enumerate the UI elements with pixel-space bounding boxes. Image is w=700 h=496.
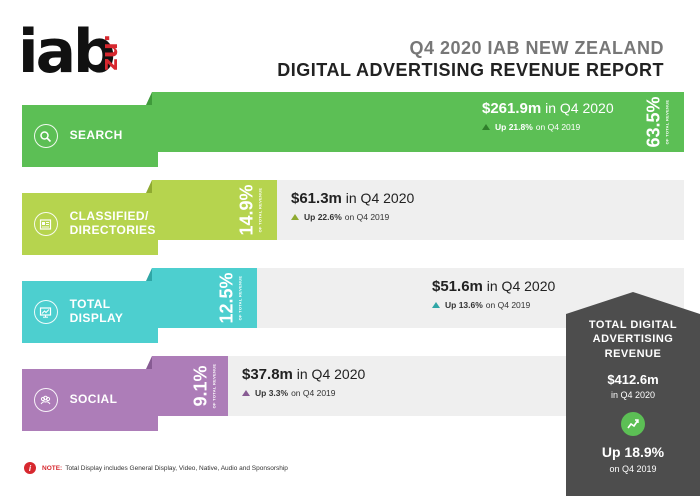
revenue-label: $61.3m in Q4 2020	[291, 190, 415, 207]
growth-label: Up 13.6% on Q4 2019	[432, 300, 530, 310]
info-icon: i	[24, 462, 36, 474]
up-arrow-icon	[482, 124, 490, 130]
tab-fold	[146, 356, 152, 369]
tab-fold	[146, 180, 152, 193]
category-label-tab: SEARCH	[22, 105, 158, 167]
tab-fold	[146, 268, 152, 281]
iab-nz-logo: iab .nz	[18, 22, 148, 88]
revenue-label: $37.8m in Q4 2020	[242, 366, 366, 383]
trend-up-icon	[621, 412, 645, 436]
category-label-tab: TOTAL DISPLAY	[22, 281, 158, 343]
up-arrow-icon	[291, 214, 299, 220]
share-label: 14.9% OF TOTAL REVENUE	[236, 184, 263, 236]
total-value: $412.6m	[607, 372, 659, 387]
category-label: SEARCH	[69, 128, 123, 143]
share-label: 63.5% OF TOTAL REVENUE	[643, 96, 670, 148]
footnote-text: Total Display includes General Display, …	[65, 464, 288, 472]
total-growth-sub: on Q4 2019	[609, 464, 657, 474]
logo-suffix: .nz	[99, 34, 124, 71]
search-icon	[34, 124, 58, 148]
directory-icon	[34, 212, 58, 236]
report-title-line2: DIGITAL ADVERTISING REVENUE REPORT	[277, 60, 664, 80]
share-label: 12.5% OF TOTAL REVENUE	[216, 272, 243, 324]
up-arrow-icon	[242, 390, 250, 396]
tab-fold	[146, 92, 152, 105]
total-revenue-panel: TOTAL DIGITAL ADVERTISING REVENUE $412.6…	[566, 292, 700, 496]
total-heading: TOTAL DIGITAL ADVERTISING REVENUE	[566, 318, 700, 361]
category-label-tab: CLASSIFIED/ DIRECTORIES	[22, 193, 158, 255]
bar-1: 14.9% OF TOTAL REVENUE	[152, 180, 277, 240]
total-heading-line1: TOTAL DIGITAL	[588, 319, 678, 331]
revenue-label: $51.6m in Q4 2020	[432, 278, 556, 295]
logo-main: iab	[18, 17, 116, 87]
total-growth: Up 18.9%	[601, 444, 665, 460]
category-label: TOTAL DISPLAY	[69, 297, 124, 325]
footnote: i NOTE: Total Display includes General D…	[24, 462, 288, 474]
people-icon	[34, 388, 58, 412]
revenue-label: $261.9m in Q4 2020	[482, 100, 614, 117]
total-value-sub: in Q4 2020	[610, 390, 656, 400]
bar-3: 9.1% OF TOTAL REVENUE	[152, 356, 228, 416]
share-label: 9.1% OF TOTAL REVENUE	[190, 363, 217, 409]
up-arrow-icon	[432, 302, 440, 308]
growth-label: Up 3.3% on Q4 2019	[242, 388, 336, 398]
total-heading-line2: ADVERTISING	[592, 333, 674, 346]
report-title-line1: Q4 2020 IAB NEW ZEALAND	[409, 38, 664, 58]
category-label: CLASSIFIED/ DIRECTORIES	[69, 209, 156, 237]
category-label: SOCIAL	[69, 392, 118, 407]
growth-label: Up 22.6% on Q4 2019	[291, 212, 389, 222]
growth-label: Up 21.8% on Q4 2019	[482, 122, 580, 132]
display-monitor-icon	[34, 300, 58, 324]
bar-0: 63.5% OF TOTAL REVENUE	[152, 92, 684, 152]
total-heading-line3: REVENUE	[604, 347, 662, 360]
footnote-label: NOTE:	[42, 464, 63, 472]
category-label-tab: SOCIAL	[22, 369, 158, 431]
bar-2: 12.5% OF TOTAL REVENUE	[152, 268, 257, 328]
